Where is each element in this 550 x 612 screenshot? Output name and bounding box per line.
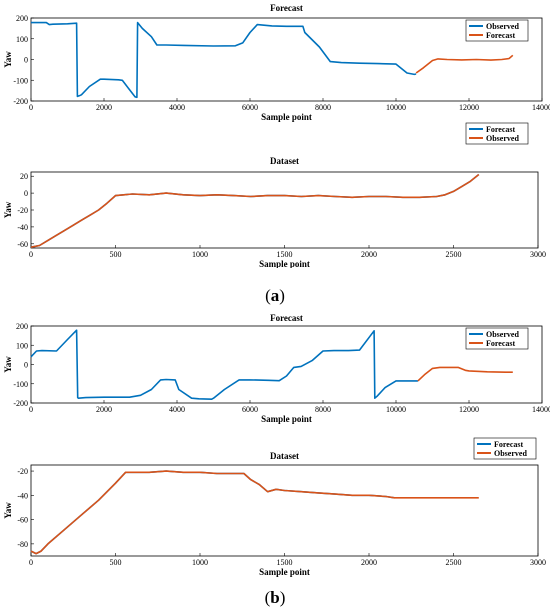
chart-title: Dataset bbox=[270, 156, 299, 166]
legend-label: Observed bbox=[486, 330, 519, 339]
y-tick-label: -80 bbox=[17, 540, 28, 549]
x-tick-label: 14000 bbox=[532, 405, 550, 414]
series-line-observed bbox=[30, 470, 479, 555]
x-tick-label: 2000 bbox=[361, 558, 377, 567]
y-tick-label: -40 bbox=[17, 223, 28, 232]
y-tick-label: -100 bbox=[13, 76, 28, 85]
series-line-observed bbox=[31, 21, 417, 99]
legend-label: Forecast bbox=[494, 440, 524, 449]
x-tick-label: 12000 bbox=[459, 103, 479, 112]
plot-area bbox=[30, 171, 539, 249]
chart-title: Forecast bbox=[270, 3, 303, 13]
x-tick-label: 6000 bbox=[242, 405, 258, 414]
x-tick-label: 1500 bbox=[277, 250, 293, 259]
x-tick-label: 1000 bbox=[192, 250, 208, 259]
x-axis-label: Sample point bbox=[259, 259, 310, 268]
y-tick-label: 20 bbox=[20, 172, 28, 181]
y-tick-label: 0 bbox=[24, 56, 28, 65]
chart-a-dataset: Dataset 0 500 1000 1500 2000 2500 3000 -60 -40 -20… bbox=[3, 122, 546, 268]
plot-area bbox=[30, 464, 539, 557]
y-tick-label: -60 bbox=[17, 240, 28, 249]
series-line-observed bbox=[30, 173, 480, 248]
x-tick-label: 0 bbox=[29, 558, 33, 567]
x-tick-label: 500 bbox=[110, 250, 122, 259]
plot-area bbox=[30, 325, 543, 404]
chart-b-dataset: Dataset 0 500 1000 1500 2000 2500 3000 -80 -60 -40… bbox=[3, 437, 546, 577]
x-tick-label: 10000 bbox=[386, 405, 406, 414]
series-line-observed bbox=[30, 329, 418, 400]
y-axis-label: Yaw bbox=[3, 51, 13, 68]
x-tick-label: 2000 bbox=[361, 250, 377, 259]
x-tick-label: 2000 bbox=[96, 103, 112, 112]
legend-label: Observed bbox=[494, 449, 527, 458]
y-tick-label: 200 bbox=[16, 14, 28, 23]
y-axis-label: Yaw bbox=[3, 201, 13, 218]
panel-label-a: (a) bbox=[265, 286, 285, 305]
x-tick-label: 14000 bbox=[532, 103, 550, 112]
y-tick-label: -20 bbox=[17, 467, 28, 476]
legend-label: Forecast bbox=[486, 31, 516, 40]
x-tick-label: 10000 bbox=[386, 103, 406, 112]
x-axis-label: Sample point bbox=[259, 567, 310, 577]
x-tick-label: 1000 bbox=[192, 558, 208, 567]
y-tick-label: -40 bbox=[17, 491, 28, 500]
x-tick-label: 0 bbox=[29, 250, 33, 259]
x-tick-label: 2000 bbox=[96, 405, 112, 414]
legend-label: Forecast bbox=[486, 339, 516, 348]
y-tick-label: -100 bbox=[13, 380, 28, 389]
legend-label: Observed bbox=[486, 134, 519, 143]
x-tick-label: 500 bbox=[110, 558, 122, 567]
x-tick-label: 0 bbox=[29, 405, 33, 414]
x-tick-label: 8000 bbox=[315, 103, 331, 112]
y-axis-label: Yaw bbox=[3, 356, 13, 373]
chart-title: Dataset bbox=[270, 451, 299, 461]
x-tick-label: 1500 bbox=[277, 558, 293, 567]
chart-title: Forecast bbox=[270, 313, 303, 323]
series-line-forecast bbox=[417, 366, 513, 382]
y-tick-label: -60 bbox=[17, 516, 28, 525]
y-tick-label: 100 bbox=[16, 341, 28, 350]
y-tick-label: -200 bbox=[13, 97, 28, 106]
x-tick-label: 2500 bbox=[446, 250, 462, 259]
x-tick-label: 4000 bbox=[169, 103, 185, 112]
y-tick-label: 200 bbox=[16, 322, 28, 331]
x-tick-label: 12000 bbox=[459, 405, 479, 414]
x-tick-label: 8000 bbox=[315, 405, 331, 414]
x-tick-label: 3000 bbox=[530, 250, 546, 259]
x-axis-label: Sample point bbox=[261, 112, 312, 122]
x-axis-label: Sample point bbox=[261, 414, 312, 424]
y-axis-label: Yaw bbox=[3, 502, 13, 519]
legend-label: Observed bbox=[486, 22, 519, 31]
y-tick-label: -200 bbox=[13, 399, 28, 408]
legend-label: Forecast bbox=[486, 125, 516, 134]
panel-label-b: (b) bbox=[264, 588, 286, 607]
y-tick-label: 0 bbox=[24, 189, 28, 198]
y-tick-label: 100 bbox=[16, 35, 28, 44]
series-line-forecast bbox=[415, 54, 514, 74]
x-tick-label: 4000 bbox=[169, 405, 185, 414]
y-tick-label: 0 bbox=[24, 361, 28, 370]
x-tick-label: 0 bbox=[29, 103, 33, 112]
y-tick-label: -20 bbox=[17, 206, 28, 215]
x-tick-label: 6000 bbox=[242, 103, 258, 112]
x-tick-label: 3000 bbox=[530, 558, 546, 567]
x-tick-label: 2500 bbox=[446, 558, 462, 567]
